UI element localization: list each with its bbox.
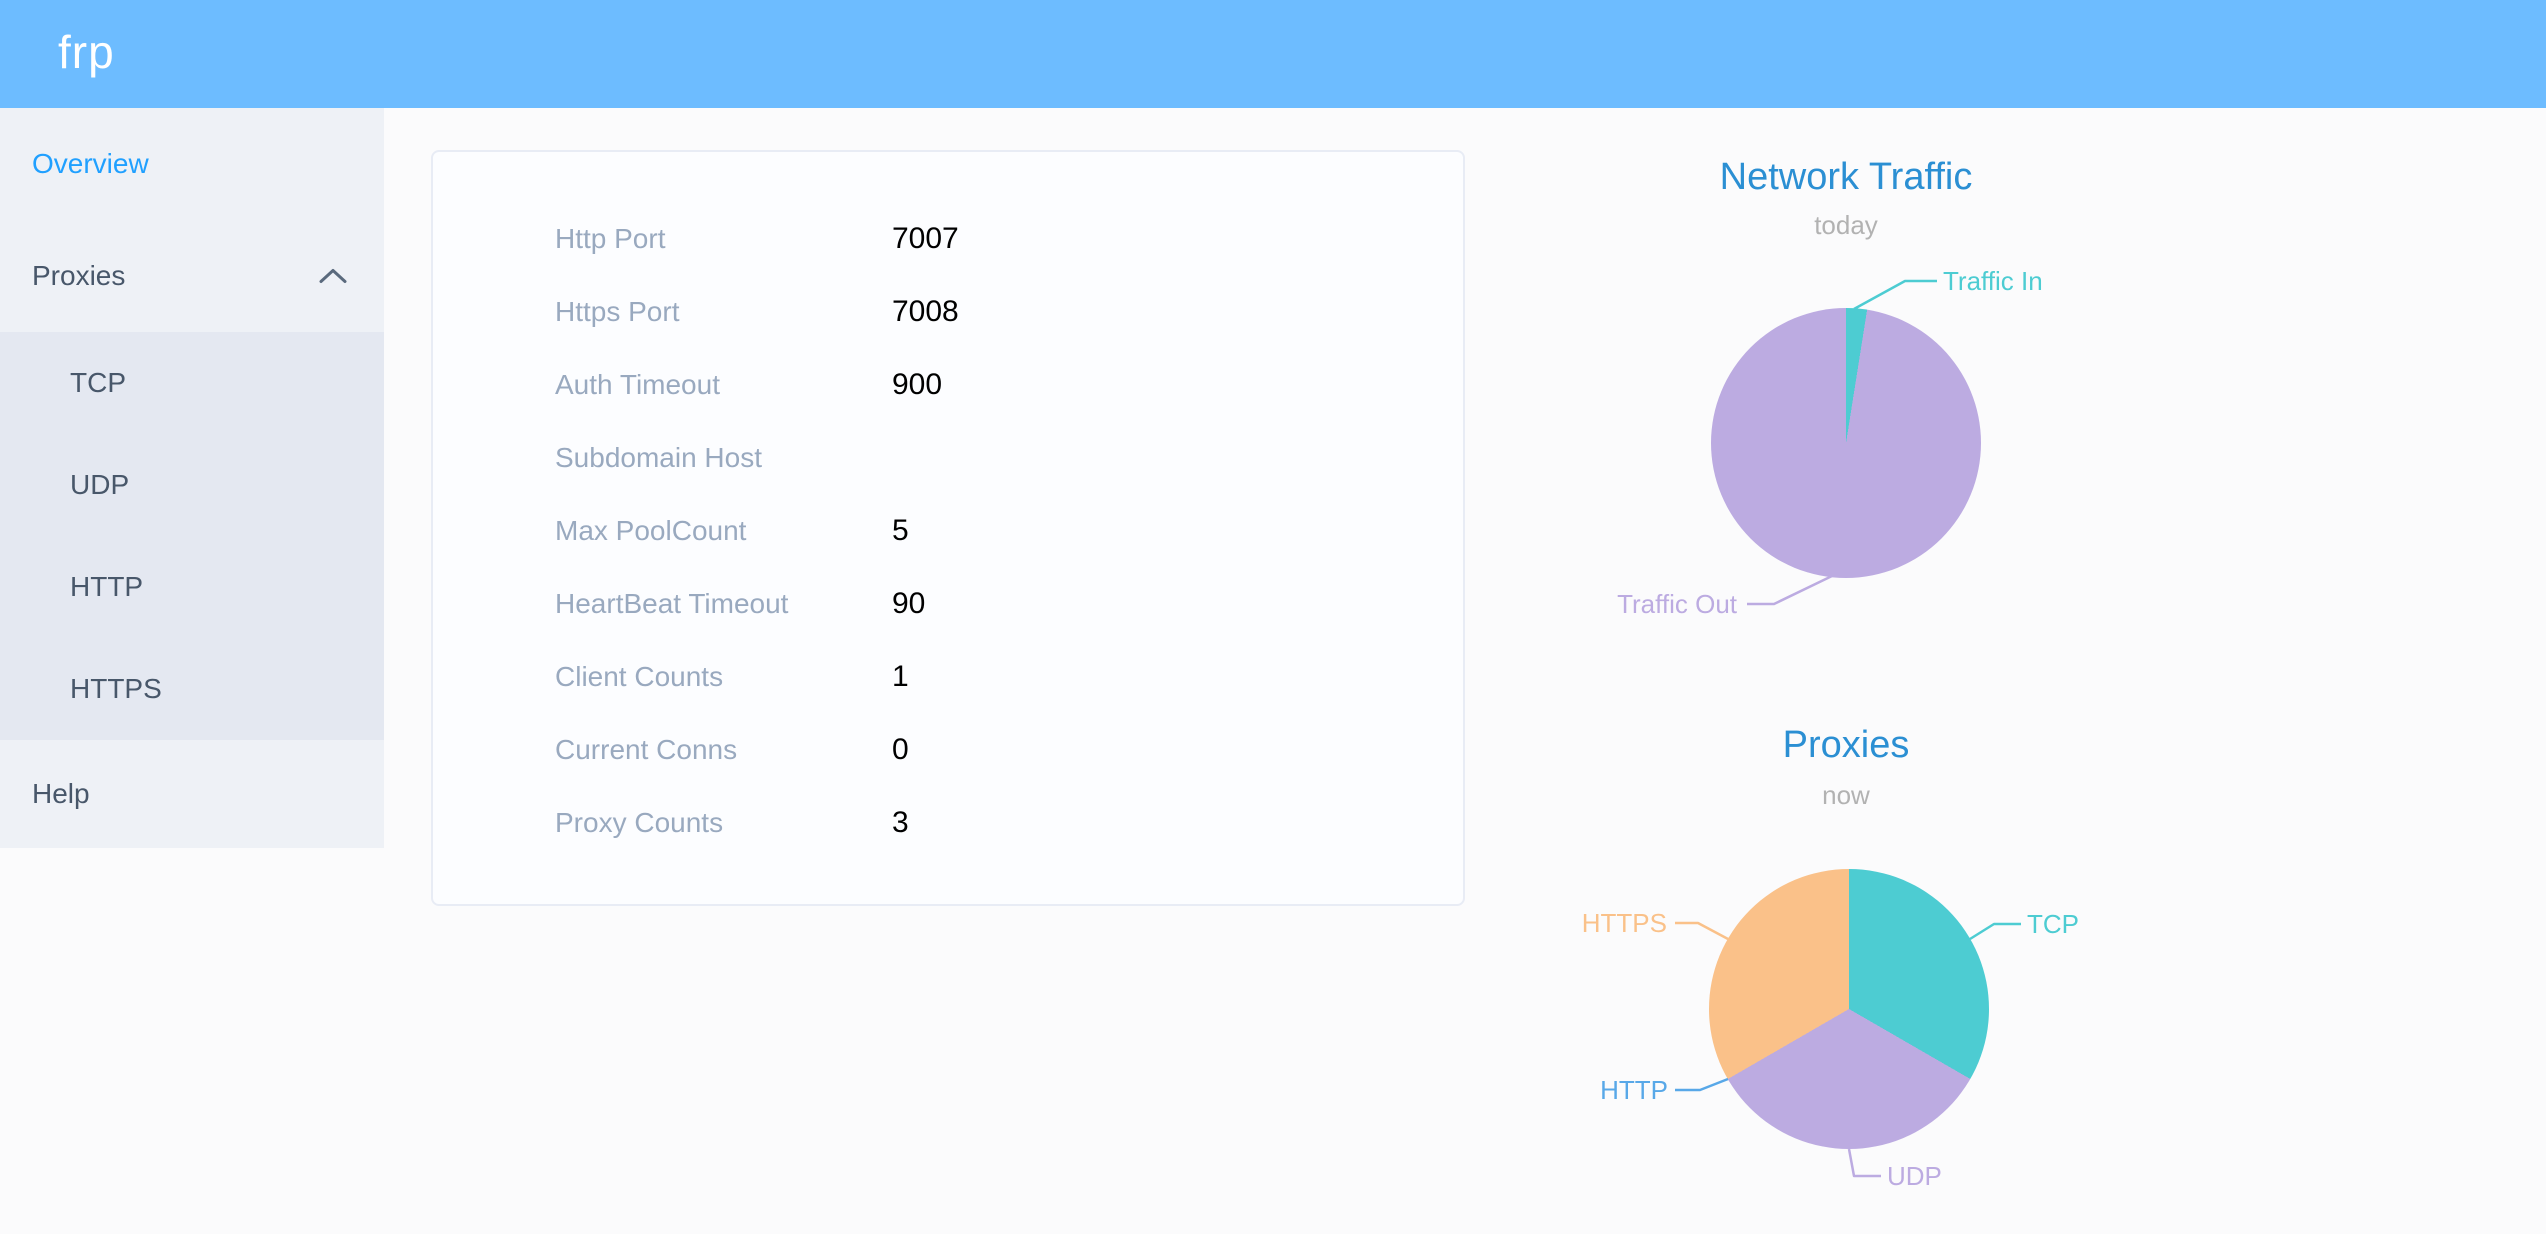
chart-title: Proxies: [1782, 724, 1910, 766]
info-label: Subdomain Host: [555, 442, 763, 473]
pie-label-traffic-out: Traffic Out: [1617, 589, 1737, 619]
sidebar-item-label: Help: [32, 778, 90, 809]
info-value: 5: [892, 514, 909, 547]
sidebar-item-help[interactable]: Help: [0, 740, 384, 848]
info-row: Proxy Counts 3: [555, 786, 1463, 859]
sidebar-item-label: TCP: [70, 367, 126, 398]
sidebar-item-tcp[interactable]: TCP: [0, 332, 384, 434]
info-label: Current Conns: [555, 734, 738, 765]
info-value: 900: [892, 368, 943, 401]
sidebar-item-overview[interactable]: Overview: [0, 108, 384, 220]
info-label: Proxy Counts: [555, 807, 724, 838]
info-row: Client Counts 1: [555, 640, 1463, 713]
info-row: Auth Timeout 900: [555, 348, 1463, 421]
info-row: Max PoolCount 5: [555, 494, 1463, 567]
info-label: Https Port: [555, 296, 680, 327]
info-label: Max PoolCount: [555, 515, 747, 546]
network-traffic-chart: Network Traffic today Traffic In Traffic…: [1466, 130, 2226, 690]
sidebar-item-https[interactable]: HTTPS: [0, 638, 384, 740]
info-value: 90: [892, 587, 926, 620]
sidebar-item-label: UDP: [70, 469, 130, 500]
sidebar-submenu-proxies: TCP UDP HTTP HTTPS: [0, 332, 384, 740]
info-value: 7008: [892, 295, 959, 328]
info-value: 0: [892, 733, 909, 766]
label-leader-lines: [1747, 279, 1937, 606]
pie-label-https: HTTPS: [1581, 908, 1667, 938]
chart-subtitle: today: [1814, 210, 1878, 240]
info-row: Http Port 7007: [555, 202, 1463, 275]
chart-title: Network Traffic: [1719, 156, 1973, 198]
info-value: 1: [892, 660, 909, 693]
info-row: Https Port 7008: [555, 275, 1463, 348]
proxies-pie[interactable]: [1709, 869, 1989, 1149]
info-value: 7007: [892, 222, 959, 255]
sidebar-item-label: Overview: [32, 148, 149, 179]
pie-label-udp: UDP: [1887, 1161, 1942, 1191]
proxies-chart: Proxies now TCP UDP HTTP HTTPS: [1466, 690, 2226, 1234]
info-row: Subdomain Host: [555, 421, 1463, 494]
info-label: HeartBeat Timeout: [555, 588, 789, 619]
sidebar-item-http[interactable]: HTTP: [0, 536, 384, 638]
sidebar-item-label: HTTPS: [70, 673, 162, 704]
sidebar-item-label: HTTP: [70, 571, 144, 602]
chart-subtitle: now: [1822, 780, 1870, 810]
info-row: Current Conns 0: [555, 713, 1463, 786]
app-header: frp: [0, 0, 2546, 108]
info-label: Auth Timeout: [555, 369, 720, 400]
info-row: HeartBeat Timeout 90: [555, 567, 1463, 640]
frp-logo: frp: [58, 26, 115, 78]
network-traffic-pie[interactable]: [1711, 308, 1981, 578]
info-label: Http Port: [555, 223, 666, 254]
chevron-up-icon: [319, 269, 347, 283]
pie-label-http: HTTP: [1600, 1075, 1668, 1105]
sidebar-item-udp[interactable]: UDP: [0, 434, 384, 536]
sidebar-item-proxies[interactable]: Proxies: [0, 220, 384, 332]
info-value: 3: [892, 806, 909, 839]
sidebar-item-label: Proxies: [32, 260, 126, 291]
label-leader-lines: [1675, 921, 2021, 1178]
pie-label-tcp: TCP: [2027, 909, 2079, 939]
sidebar: Overview Proxies TCP UDP HTTP HTTPS Help: [0, 108, 384, 848]
server-info-card: Http Port 7007 Https Port 7008 Auth Time…: [431, 150, 1465, 906]
info-label: Client Counts: [555, 661, 724, 692]
pie-label-traffic-in: Traffic In: [1943, 266, 2043, 296]
